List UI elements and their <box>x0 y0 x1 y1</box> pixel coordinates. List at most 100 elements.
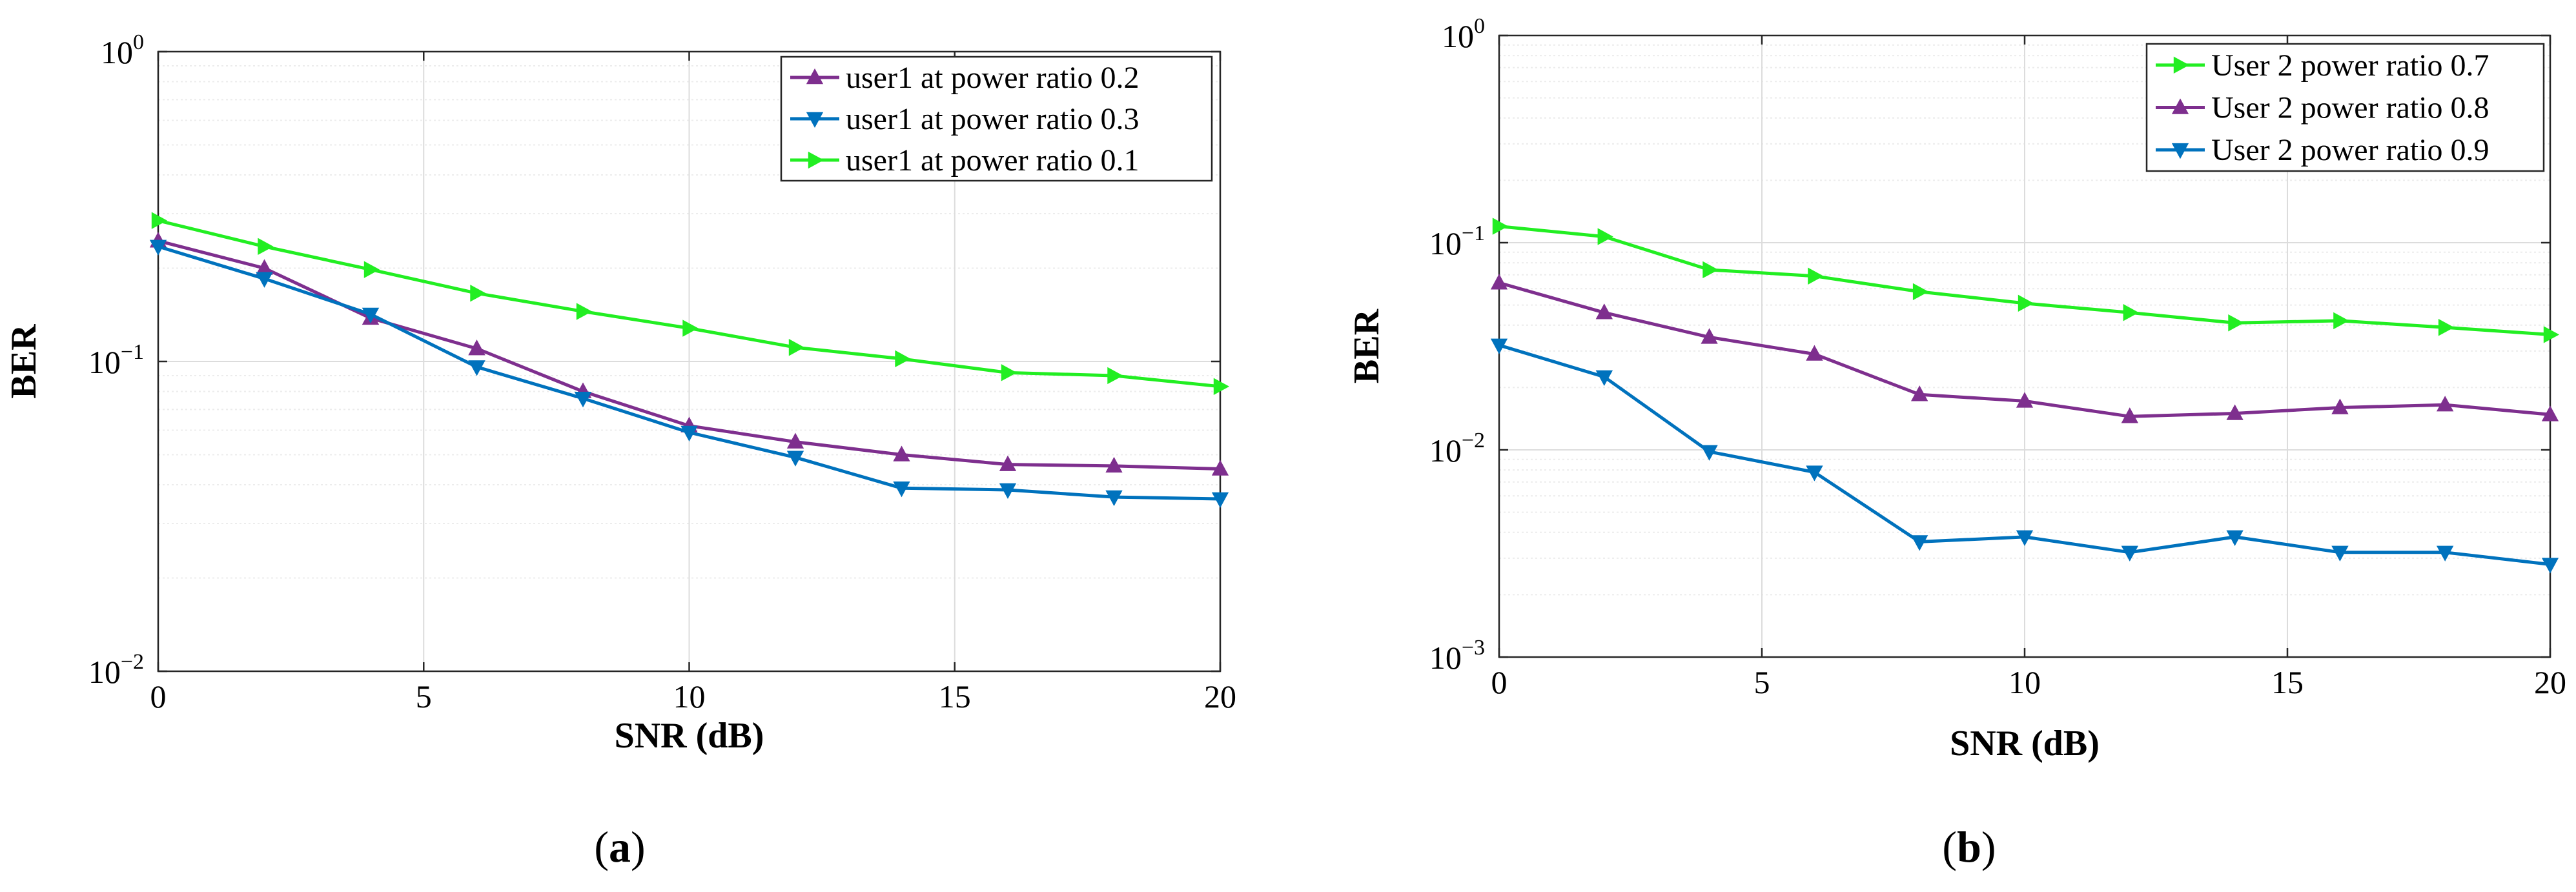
legend-entry: User 2 power ratio 0.9 <box>2211 133 2489 167</box>
x-tick-label: 0 <box>150 678 167 715</box>
data-point <box>786 432 804 449</box>
legend-entry: user1 at power ratio 0.3 <box>846 102 1140 136</box>
data-point <box>151 212 168 229</box>
panel-label-paren: ( <box>1942 822 1957 871</box>
y-tick-label-base: 10 <box>101 34 133 70</box>
y-tick-label: 10−1 <box>88 340 144 380</box>
y-tick-label-exponent: −2 <box>1462 429 1485 452</box>
data-point <box>1806 465 1823 481</box>
data-point <box>2436 545 2454 562</box>
data-point <box>2436 396 2454 412</box>
legend-box <box>780 56 1213 182</box>
x-axis-label: SNR (dB) <box>1950 724 2100 764</box>
y-tick-label: 100 <box>101 30 144 70</box>
y-tick-label-exponent: −3 <box>1462 636 1485 660</box>
data-point <box>1701 328 1718 344</box>
data-point <box>2018 294 2034 312</box>
y-tick-label-exponent: 0 <box>133 30 144 54</box>
y-tick-label: 10−2 <box>88 650 144 690</box>
data-point <box>2541 405 2559 421</box>
y-tick-label-exponent: −1 <box>1462 221 1485 245</box>
legend-marker <box>2171 98 2189 114</box>
data-point <box>2541 558 2559 574</box>
x-tick-label: 20 <box>2534 664 2566 700</box>
x-tick-label: 10 <box>2009 664 2041 700</box>
data-point <box>468 360 486 376</box>
data-point <box>2438 319 2455 336</box>
data-point <box>1702 261 1719 279</box>
y-tick-label: 10−3 <box>1429 636 1485 676</box>
data-point <box>788 339 805 356</box>
data-point <box>2121 407 2139 423</box>
data-point <box>893 445 910 461</box>
data-point <box>470 285 486 302</box>
data-point <box>576 303 593 320</box>
y-tick-label-base: 10 <box>88 654 121 690</box>
data-point <box>2121 545 2139 562</box>
data-point <box>2123 304 2139 321</box>
data-point <box>1912 283 1929 301</box>
data-point <box>895 350 911 368</box>
data-point <box>1808 267 1824 285</box>
data-point <box>1211 492 1229 509</box>
y-tick-label-exponent: 0 <box>1474 14 1485 38</box>
data-point <box>1597 228 1613 245</box>
y-tick-label-base: 10 <box>1442 18 1474 54</box>
x-tick-label: 15 <box>939 678 971 715</box>
data-point <box>2331 545 2349 562</box>
y-axis-label: BER <box>4 324 44 399</box>
data-point <box>1490 338 1508 354</box>
data-point <box>1105 490 1123 507</box>
panel-label-paren: ) <box>631 822 646 871</box>
data-point <box>999 455 1017 471</box>
data-point <box>258 238 274 256</box>
y-tick-label-exponent: −2 <box>121 650 144 674</box>
data-point <box>1213 378 1230 396</box>
data-point <box>2016 530 2034 546</box>
data-point <box>2016 392 2034 408</box>
data-point <box>468 340 486 356</box>
panel-label-letter: b <box>1957 822 1981 871</box>
data-point <box>1490 274 1508 290</box>
data-point <box>363 261 380 278</box>
panel-label: (b) <box>1942 822 1996 871</box>
x-tick-label: 15 <box>2271 664 2304 700</box>
data-point <box>786 451 804 467</box>
data-point <box>2226 530 2244 546</box>
data-point <box>1492 218 1509 235</box>
data-point <box>1910 385 1928 401</box>
y-tick-label-base: 10 <box>1429 640 1462 676</box>
data-point <box>999 483 1017 500</box>
data-point <box>574 392 592 408</box>
data-point <box>680 425 698 442</box>
y-tick-label: 10−1 <box>1429 221 1485 261</box>
data-point <box>1701 445 1718 461</box>
legend-marker <box>808 151 824 169</box>
data-point <box>149 239 167 256</box>
data-point <box>1211 460 1229 476</box>
y-tick-label-exponent: −1 <box>121 340 144 364</box>
data-point <box>893 481 910 498</box>
data-point <box>256 272 273 288</box>
panel-label-letter: a <box>609 822 631 871</box>
panel-label: (a) <box>594 822 645 871</box>
data-point <box>1001 364 1017 381</box>
x-tick-label: 10 <box>673 678 706 715</box>
data-point <box>1105 456 1123 473</box>
legend-marker <box>806 112 824 128</box>
data-point <box>2333 312 2349 330</box>
data-point <box>1595 303 1613 319</box>
y-tick-label: 100 <box>1442 14 1485 54</box>
x-axis-label: SNR (dB) <box>615 716 764 756</box>
data-point <box>2228 314 2244 332</box>
y-tick-label-base: 10 <box>88 344 121 380</box>
data-point <box>1107 367 1123 385</box>
legend-entry: user1 at power ratio 0.2 <box>846 61 1140 95</box>
data-point <box>1806 345 1823 361</box>
data-point <box>2331 398 2349 414</box>
data-point <box>1595 370 1613 386</box>
legend-marker <box>2171 143 2189 159</box>
legend-marker <box>806 68 824 85</box>
data-point <box>2226 404 2244 420</box>
